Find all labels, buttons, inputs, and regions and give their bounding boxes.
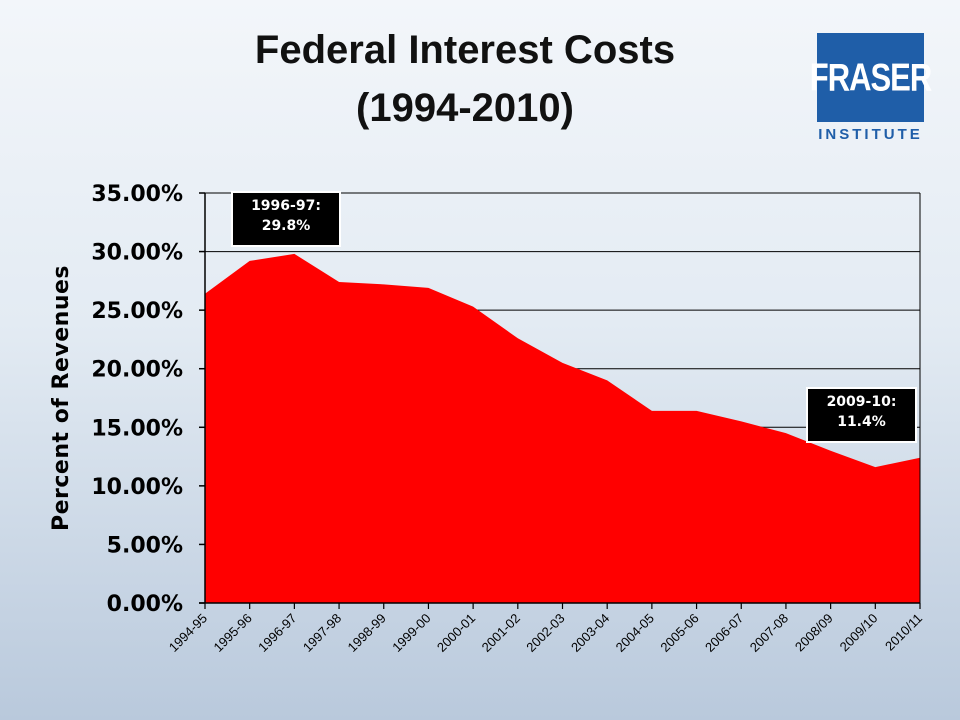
annotation-peak-line1: 1996-97:	[251, 198, 321, 214]
chart-title-line2: (1994-2010)	[356, 86, 574, 130]
area-series	[205, 253, 920, 603]
y-axis-label: Percent of Revenues	[49, 265, 74, 531]
annotation-latest-line2: 11.4%	[837, 414, 886, 430]
y-tick-label: 15.00%	[91, 416, 183, 441]
y-tick-label: 35.00%	[91, 182, 183, 207]
logo-word: FRASER	[809, 55, 932, 99]
x-tick-labels: 1994-95 1995-96 1996-97 1997-98 1998-99 1999-…	[166, 611, 925, 655]
x-tick-label: 2009/10	[837, 611, 881, 655]
x-tick-label: 1999-00	[389, 611, 433, 655]
x-tick-label: 1995-96	[210, 611, 254, 655]
y-tick-label: 5.00%	[107, 533, 183, 558]
annotation-peak: 1996-97: 29.8%	[231, 191, 341, 247]
x-tick-label: 2003-04	[568, 611, 612, 655]
fraser-institute-logo: FRASER INSTITUTE	[810, 33, 932, 143]
x-tick-label: 2005-06	[657, 611, 701, 655]
axes	[199, 192, 921, 609]
x-tick-label: 2006-07	[702, 611, 746, 655]
area-fill	[205, 253, 920, 603]
y-tick-labels: 0.00% 5.00% 10.00% 15.00% 20.00% 25.00% 30.00%…	[91, 182, 183, 617]
x-tick-label: 2004-05	[613, 611, 657, 655]
annotation-latest-line1: 2009-10:	[826, 394, 897, 410]
x-tick-label: 1996-97	[255, 611, 299, 655]
x-tick-label: 2002-03	[523, 611, 567, 655]
x-tick-label: 1994-95	[166, 611, 210, 655]
logo-subtitle: INSTITUTE	[818, 126, 923, 143]
x-tick-label: 1998-99	[345, 611, 389, 655]
x-tick-label: 2008/09	[792, 611, 836, 655]
y-tick-label: 0.00%	[107, 592, 183, 617]
y-tick-label: 30.00%	[91, 241, 183, 266]
logo-box: FRASER	[810, 33, 932, 122]
chart-title-line1: Federal Interest Costs	[254, 28, 676, 72]
y-tick-label: 10.00%	[91, 475, 183, 500]
x-tick-label: 2001-02	[479, 611, 523, 655]
x-tick-label: 2010/11	[882, 611, 925, 654]
y-tick-label: 20.00%	[91, 358, 183, 383]
y-tick-label: 25.00%	[91, 299, 183, 324]
x-tick-label: 2007-08	[747, 611, 791, 655]
x-tick-label: 1997-98	[300, 611, 344, 655]
annotation-latest: 2009-10: 11.4%	[806, 387, 917, 443]
annotation-peak-line2: 29.8%	[261, 218, 311, 234]
x-tick-label: 2000-01	[434, 611, 478, 655]
